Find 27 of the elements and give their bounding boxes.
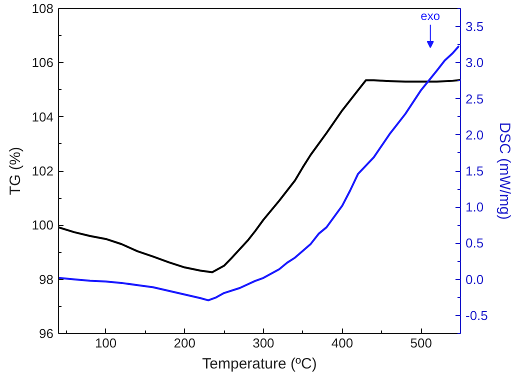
- y-tick-label: 98: [39, 272, 54, 287]
- y2-tick-label: 1.0: [466, 200, 484, 215]
- y-tick-label: 96: [39, 326, 54, 341]
- y2-tick-label: -0.5: [466, 308, 488, 323]
- y2-tick-label: 3.0: [466, 55, 484, 70]
- y-tick-label: 100: [32, 218, 54, 233]
- line-series: [58, 79, 460, 274]
- line-series: [58, 45, 460, 302]
- y2-tick-label: 3.5: [466, 19, 484, 34]
- x-axis-title: Temperature (ºC): [202, 356, 317, 372]
- y-tick-label: 108: [32, 1, 54, 16]
- x-tick-label: 400: [331, 336, 354, 350]
- annotation: exo: [420, 9, 440, 24]
- y2-tick-label: 0.0: [466, 272, 484, 287]
- x-tick-label: 300: [252, 336, 274, 350]
- y-tick-label: 102: [32, 164, 54, 178]
- x-tick-label: 100: [94, 336, 117, 350]
- y-tick-label: 104: [32, 109, 54, 124]
- y2-tick-label: 1.5: [466, 164, 484, 178]
- y-axis-title: TG (%): [6, 146, 24, 196]
- x-tick-label: 200: [174, 336, 196, 350]
- y2-tick-label: 0.5: [466, 236, 484, 251]
- x-tick-label: 500: [410, 336, 432, 350]
- y2-axis-title: DSC (mW/mg): [496, 122, 513, 220]
- y-tick-label: 106: [32, 55, 54, 70]
- y2-tick-label: 2.0: [466, 127, 484, 142]
- y2-tick-label: 2.5: [466, 91, 484, 106]
